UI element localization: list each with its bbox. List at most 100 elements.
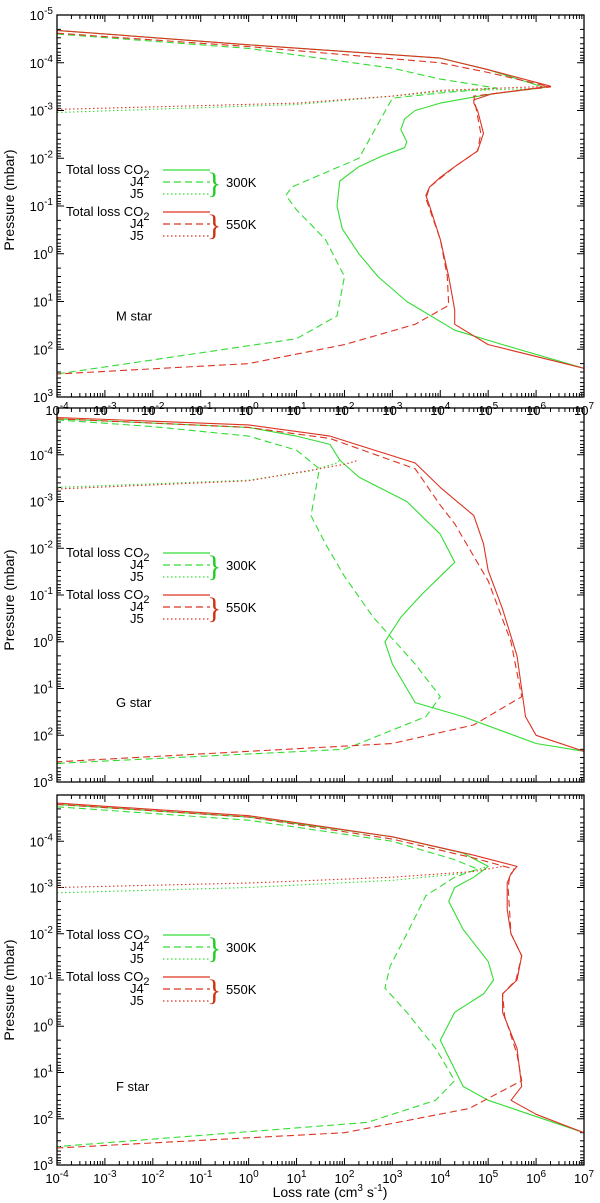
x-tick-label-exponent: -1 [204,401,213,412]
x-tick-label-base: 10 [45,1171,59,1186]
plot-frame [56,407,585,783]
x-tick-label-exponent: 2 [349,401,355,412]
x-tick-label-exponent: 6 [541,401,547,412]
legend-total-base: Total loss CO [66,587,143,602]
x-tick-label-base: 10 [239,1171,253,1186]
y-tick-label-base: 10 [33,295,47,310]
legend-j4-label: J4 [130,981,144,996]
y-tick-label-base: 10 [33,682,47,697]
y-tick-label-exponent: 0 [47,245,53,256]
x-tick-label-exponent: 5 [493,1169,499,1180]
x-tick-label-base: 10 [93,1171,107,1186]
y-tick-label: 10-3 [30,879,54,896]
y-tick-label-exponent: 2 [47,1110,53,1121]
series-line [57,803,523,1149]
x-axis-label-sup2: -1 [374,1183,383,1194]
x-tick-label: 10-4 [45,401,69,418]
x-tick-label-exponent: -2 [156,1169,165,1180]
x-tick-label-base: 10 [239,403,253,418]
y-tick-label: 10-4 [30,54,54,71]
x-tick-label-base: 10 [382,403,396,418]
y-tick-label: 101 [33,680,53,697]
y-tick-label-base: 10 [30,151,44,166]
legend-j5-label: J5 [130,569,144,584]
series-line [57,459,341,488]
series-line [57,33,498,375]
x-tick-label: 106 [526,1169,546,1186]
y-tick-label: 102 [33,726,53,743]
y-tick-label-base: 10 [33,728,47,743]
y-tick-label: 102 [33,1110,53,1127]
legend-total-label: Total loss CO2 [66,969,149,988]
legend-total-base: Total loss CO [66,969,143,984]
x-tick-label-exponent: 7 [588,1169,594,1180]
series-line [57,418,584,752]
x-tick-label-exponent: -3 [108,1169,117,1180]
y-tick-label-base: 10 [33,775,47,790]
y-tick-label: 100 [33,633,53,650]
x-tick-label: 102 [334,1169,354,1186]
legend-j5-label: J5 [130,951,144,966]
y-tick-label-exponent: 2 [47,726,53,737]
y-tick-label-exponent: -5 [44,6,53,17]
x-axis-label: Loss rate (cm3 s-1) [273,1183,388,1200]
y-axis-label-middle: Pressure (mbar) [1,549,17,650]
y-tick-label: 100 [33,245,53,262]
x-tick-label: 101 [287,401,307,418]
series-line [57,865,489,894]
y-tick-label-base: 10 [30,541,44,556]
legend-j4-label: J4 [130,557,144,572]
x-tick-label-exponent: 1 [301,401,307,412]
x-tick-label: 10-2 [141,1169,165,1186]
y-tick-label-exponent: -2 [44,539,53,550]
y-tick-label: 10-1 [30,197,54,214]
x-tick-label: 100 [239,1169,259,1186]
legend-total-label: Total loss CO2 [66,204,149,223]
legend-j4-label: J4 [130,174,144,189]
series-group [57,802,584,1149]
x-tick-label-base: 10 [141,1171,155,1186]
y-tick-label: 10-2 [30,539,54,556]
x-tick-label-base: 10 [430,403,444,418]
y-tick-label-base: 10 [30,104,44,119]
x-tick-label-exponent: 5 [493,401,499,412]
x-tick-label: 103 [382,1169,402,1186]
series-line [57,806,479,1148]
y-tick-label-exponent: 3 [47,1156,53,1167]
series-group [57,29,584,375]
x-tick-label: 101 [287,1169,307,1186]
y-tick-label: 10-3 [30,102,54,119]
y-tick-label-base: 10 [33,1066,47,1081]
series-line [57,32,552,375]
legend-brace-300: } [207,932,221,965]
x-tick-label-exponent: 2 [349,1169,355,1180]
x-tick-label-base: 10 [334,1171,348,1186]
x-tick-label: 105 [478,401,498,418]
legend-temp-550: 550K [226,600,257,615]
y-tick-label-exponent: 3 [47,773,53,784]
y-tick-label-base: 10 [33,1158,47,1173]
legend-temp-550: 550K [226,982,257,997]
y-tick-label-base: 10 [33,1019,47,1034]
y-axis-label-top: Pressure (mbar) [1,149,17,250]
panel-title: G star [116,695,152,710]
legend-j5-label: J5 [130,186,144,201]
x-tick-label-exponent: 3 [397,401,403,412]
y-tick-label-base: 10 [30,448,44,463]
series-line [57,419,441,764]
x-tick-label: 10-1 [189,1169,213,1186]
x-axis-label-sup1: 3 [357,1183,363,1194]
y-tick-label-exponent: -1 [44,197,53,208]
y-tick-label-exponent: -3 [44,879,53,890]
y-tick-label-base: 10 [33,390,47,405]
x-tick-label: 105 [478,1169,498,1186]
y-tick-label-exponent: -4 [44,54,53,65]
y-tick-label: 10-5 [30,6,54,23]
legend-temp-300: 300K [226,175,257,190]
y-tick-label-base: 10 [30,927,44,942]
x-tick-label-exponent: -2 [156,401,165,412]
y-tick-label-base: 10 [30,199,44,214]
y-tick-label-base: 10 [33,1112,47,1127]
x-axis-label-base: Loss rate (cm [273,1184,358,1200]
